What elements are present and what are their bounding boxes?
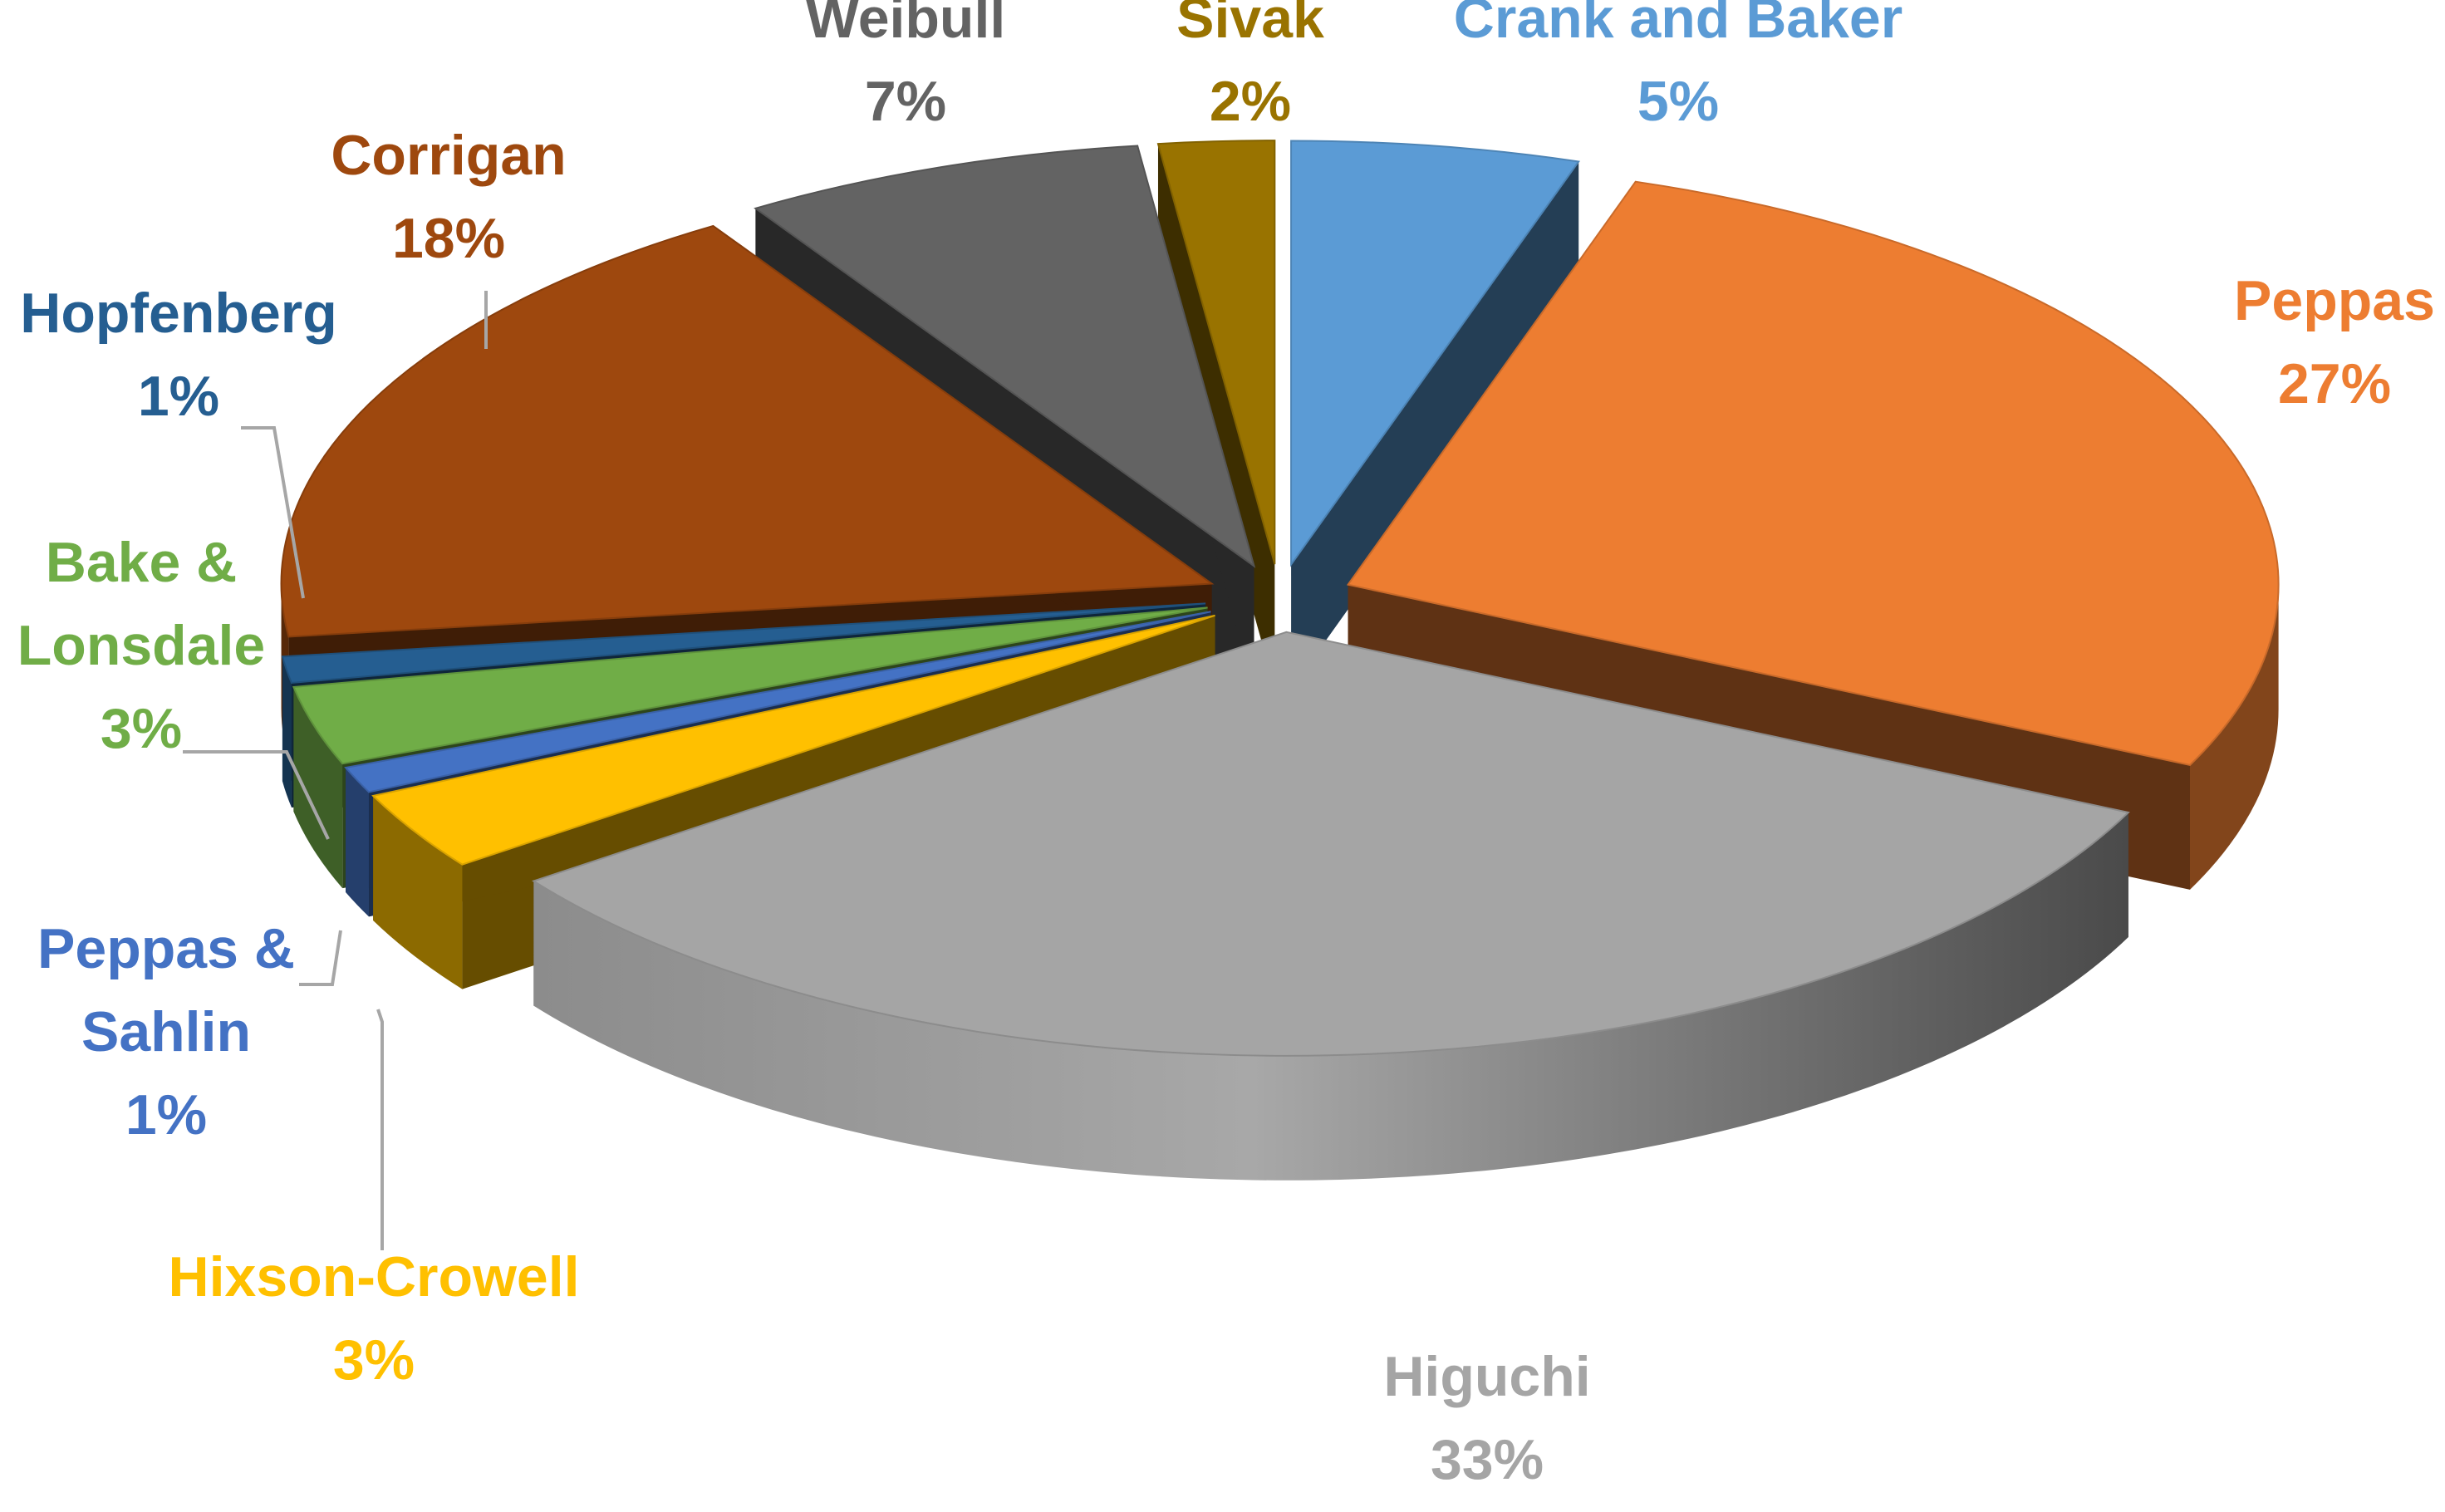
label-name: Weibull — [806, 0, 1006, 50]
label-higuchi: Higuchi 33% — [1383, 1345, 1590, 1491]
label-corrigan: Corrigan 18% — [331, 124, 566, 270]
label-name: Lonsdale — [17, 614, 266, 677]
leader-line-bake-and-lonsdale — [183, 750, 330, 840]
label-hixson-crowell: Hixson-Crowell 3% — [169, 1245, 580, 1392]
slice-hopfenberg — [281, 602, 1206, 685]
label-percent: 3% — [101, 697, 182, 760]
label-name: Peppas & — [37, 917, 295, 980]
slice-tops — [280, 140, 2280, 1057]
label-percent: 3% — [333, 1328, 415, 1392]
label-percent: 33% — [1431, 1428, 1544, 1491]
label-percent: 7% — [865, 70, 946, 133]
slice-wall — [1291, 161, 1579, 690]
label-percent: 1% — [125, 1083, 207, 1146]
leader-line-hixson-crowell — [376, 1009, 384, 1250]
slice-rim — [346, 768, 369, 917]
label-percent: 2% — [1210, 70, 1291, 133]
label-peppas-and-sahlin: Peppas & Sahlin 1% — [37, 917, 295, 1146]
label-crank-and-baker: Crank and Baker 5% — [1454, 0, 1902, 133]
leader-line-hopfenberg — [241, 426, 305, 599]
slice-side-crank-and-baker — [1291, 161, 1579, 690]
slice-sivak — [1156, 140, 1276, 565]
slice-corrigan — [280, 224, 1215, 638]
label-name: Crank and Baker — [1454, 0, 1902, 50]
label-percent: 18% — [392, 207, 505, 270]
slice-labels: Crank and Baker 5% Peppas 27% Higuchi 33% Hixs… — [17, 0, 2435, 1491]
label-percent: 5% — [1637, 70, 1719, 133]
slice-rim — [282, 656, 292, 808]
label-name: Hixson-Crowell — [169, 1245, 580, 1308]
label-weibull: Weibull 7% — [806, 0, 1006, 133]
slice-rim — [533, 812, 2128, 1181]
label-name: Bake & — [46, 531, 238, 594]
label-name: Sahlin — [81, 1000, 251, 1063]
slice-wall — [373, 615, 1215, 921]
label-hopfenberg: Hopfenberg 1% — [20, 282, 337, 428]
label-name: Sivak — [1176, 0, 1324, 50]
leader-lines — [183, 291, 488, 1250]
label-name: Corrigan — [331, 124, 566, 187]
slice-rim — [2190, 584, 2279, 890]
slice-peppas-and-sahlin — [344, 611, 1211, 793]
slice-hixson-crowell — [371, 614, 1215, 866]
slice-rim — [373, 796, 463, 989]
leader-line-peppas-and-sahlin — [299, 930, 342, 986]
label-name: Higuchi — [1383, 1345, 1590, 1408]
label-sivak: Sivak 2% — [1176, 0, 1324, 133]
slice-crank-and-baker — [1290, 140, 1580, 567]
label-peppas: Peppas 27% — [2234, 269, 2435, 415]
label-name: Hopfenberg — [20, 282, 337, 345]
label-percent: 1% — [138, 365, 219, 428]
slice-bake-and-lonsdale — [292, 606, 1208, 765]
label-percent: 27% — [2278, 352, 2391, 415]
slice-weibull — [754, 145, 1256, 568]
slice-peppas — [1346, 180, 2280, 766]
slice-rim — [293, 686, 343, 889]
slice-higuchi — [532, 631, 2130, 1057]
label-name: Peppas — [2234, 269, 2435, 332]
label-bake-and-lonsdale: Bake & Lonsdale 3% — [17, 531, 266, 760]
